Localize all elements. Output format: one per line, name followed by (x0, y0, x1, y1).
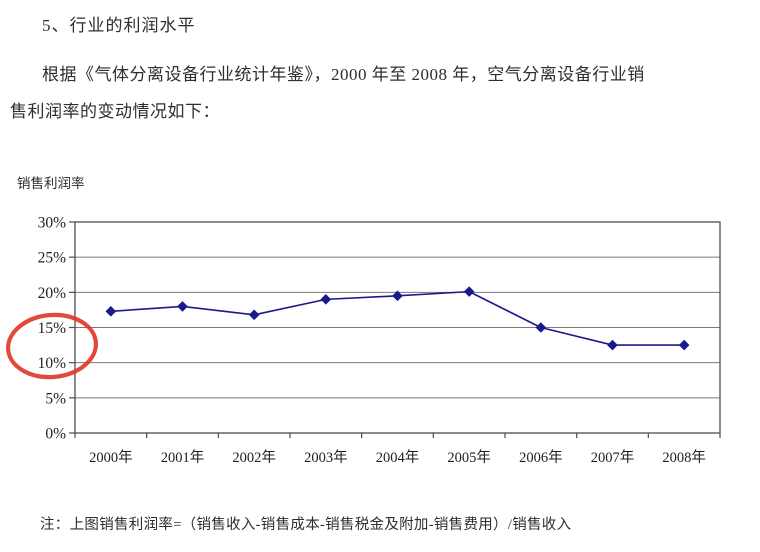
data-point-marker (320, 294, 332, 305)
data-point-marker (392, 290, 403, 302)
y-tick-label: 25% (38, 250, 67, 267)
x-tick-label: 2005年 (447, 449, 491, 466)
chart-axis-title: 销售利润率 (17, 176, 85, 191)
x-tick-label: 2006年 (519, 449, 563, 466)
data-point-marker (248, 309, 260, 321)
data-point-marker (463, 286, 475, 297)
x-tick-label: 2004年 (376, 449, 420, 466)
data-point-marker (177, 301, 188, 312)
x-tick-label: 2003年 (304, 449, 348, 466)
data-point-marker (607, 339, 618, 351)
x-tick-label: 2008年 (662, 449, 706, 466)
y-tick-label: 15% (38, 320, 67, 337)
paragraph-line-1: 根据《气体分离设备行业统计年鉴》，2000 年至 2008 年，空气分离设备行业… (42, 65, 645, 84)
paragraph-line-2: 售利润率的变动情况如下： (10, 102, 220, 121)
section-heading: 5、行业的利润水平 (42, 16, 196, 35)
data-point-marker (535, 322, 547, 333)
y-tick-label: 20% (38, 285, 67, 302)
x-tick-label: 2000年 (89, 449, 133, 466)
x-tick-label: 2007年 (591, 449, 635, 466)
y-tick-label: 30% (38, 215, 67, 232)
profit-margin-line-chart: 30% 25% 20% 15% 10% 5% 0% 2000年 2001年 2002年 2003年 2… (5, 215, 721, 466)
y-tick-label: 5% (45, 390, 66, 407)
y-tick-label: 0% (45, 426, 66, 443)
red-circle-annotation (5, 312, 99, 380)
data-point-marker (678, 339, 690, 351)
footnote: 注：上图销售利润率=（销售收入-销售成本-销售税金及附加-销售费用）/销售收入 (40, 517, 572, 533)
data-point-marker (105, 306, 117, 317)
x-tick-label: 2001年 (161, 449, 205, 466)
y-tick-label: 10% (38, 355, 67, 372)
x-tick-label: 2002年 (232, 449, 276, 466)
